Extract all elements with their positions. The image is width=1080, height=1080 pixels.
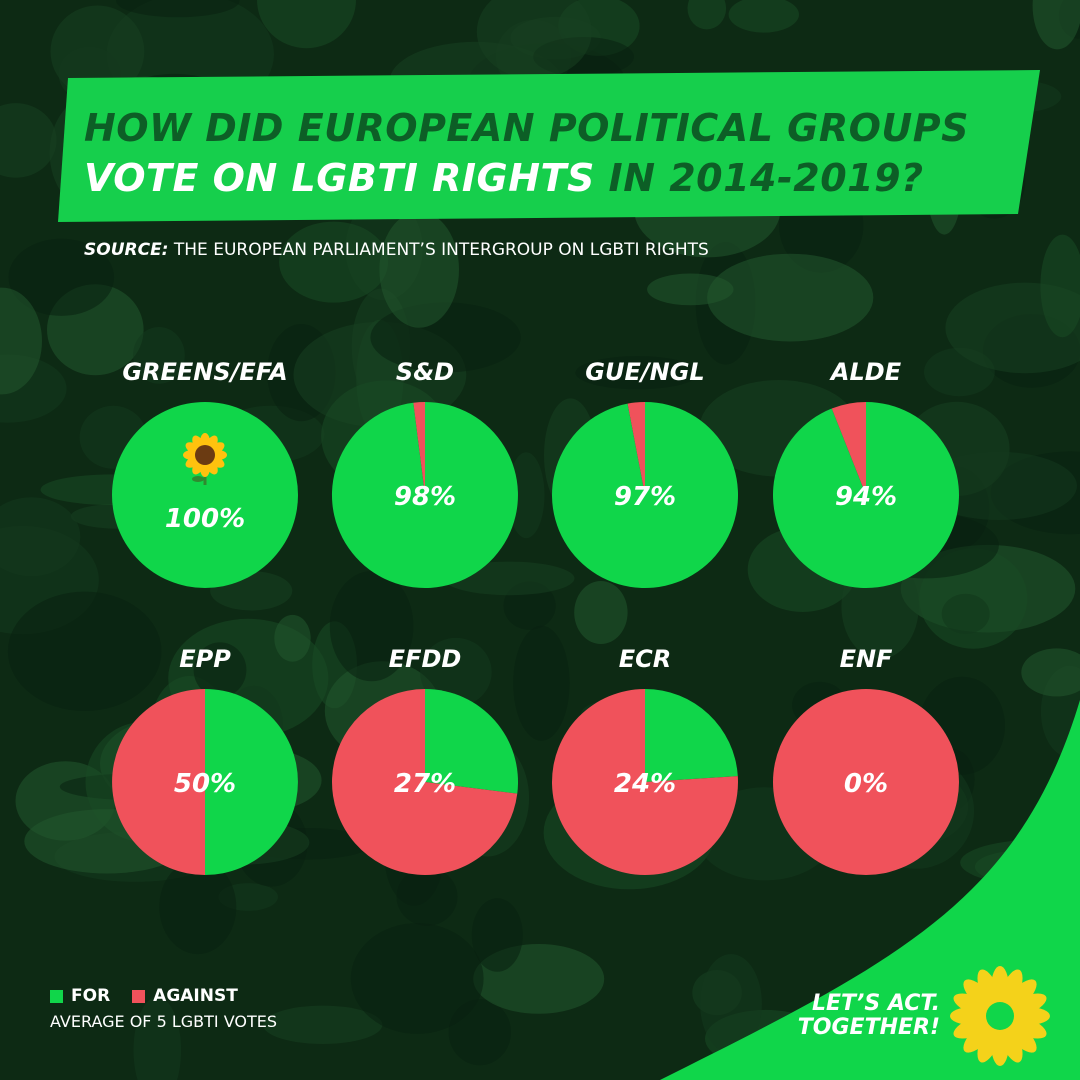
chart-title-line1: HOW DID EUROPEAN POLITICAL GROUPS bbox=[84, 106, 969, 150]
group-name-label: EPP bbox=[179, 645, 231, 673]
percent-label: 98% bbox=[394, 482, 456, 512]
pie-slice-for bbox=[331, 402, 518, 589]
pie-slice-for bbox=[425, 689, 519, 794]
sunflower-icon bbox=[183, 433, 227, 485]
pie-slice-against bbox=[332, 689, 518, 876]
pie-efdd: EFDD 27% bbox=[332, 645, 519, 876]
percent-label: 94% bbox=[835, 482, 897, 512]
legend-against-swatch bbox=[132, 989, 146, 1003]
pie-slice-against bbox=[831, 402, 866, 495]
group-name-label: ALDE bbox=[829, 358, 902, 386]
pie-slice-against bbox=[552, 689, 739, 876]
pie-epp: EPP 50% bbox=[112, 645, 298, 875]
percent-label: 100% bbox=[165, 504, 245, 534]
pie-slice-for bbox=[205, 689, 298, 875]
pie-slice-against bbox=[413, 401, 425, 495]
pie-gue-ngl: GUE/NGL 97% bbox=[552, 358, 739, 588]
pie-slice-for bbox=[112, 402, 298, 588]
legend-row: FOR AGAINST bbox=[50, 986, 277, 1006]
percent-label: 50% bbox=[174, 769, 236, 799]
legend-note: AVERAGE OF 5 LGBTI VOTES bbox=[50, 1012, 278, 1031]
chart-title-line2: VOTE ON LGBTI RIGHTS IN 2014-2019? bbox=[84, 156, 924, 200]
title-banner bbox=[58, 70, 1040, 222]
percent-label: 27% bbox=[394, 769, 456, 799]
group-name-label: GUE/NGL bbox=[585, 358, 704, 386]
pie-slice-for bbox=[645, 689, 738, 782]
source-label: SOURCE: bbox=[84, 240, 169, 260]
pie-slice-against bbox=[627, 402, 645, 495]
pie-slice-for bbox=[552, 402, 739, 588]
group-name-label: EFDD bbox=[389, 645, 462, 673]
legend: FOR AGAINST AVERAGE OF 5 LGBTI VOTES bbox=[50, 986, 277, 1031]
pie-slice-against bbox=[112, 689, 205, 875]
pie-ecr: ECR 24% bbox=[552, 645, 739, 876]
group-name-label: S&D bbox=[396, 358, 454, 386]
pie-slice-for bbox=[772, 402, 959, 588]
sunflower-logo-icon bbox=[950, 966, 1050, 1066]
group-name-label: ECR bbox=[619, 645, 672, 673]
source-text: THE EUROPEAN PARLIAMENT’S INTERGROUP ON … bbox=[168, 240, 709, 260]
slogan-line1: LET’S ACT. bbox=[811, 991, 940, 1016]
title-rest: IN 2014-2019? bbox=[594, 156, 924, 200]
pie-enf: ENF 0% bbox=[773, 645, 959, 875]
percent-label: 97% bbox=[614, 482, 676, 512]
slogan-line2: TOGETHER! bbox=[797, 1015, 940, 1040]
pie-greens-efa: GREENS/EFA 100% bbox=[112, 358, 298, 588]
legend-for-swatch bbox=[50, 989, 63, 1003]
pie-alde: ALDE 94% bbox=[772, 358, 959, 588]
title-highlight: VOTE ON LGBTI RIGHTS bbox=[84, 156, 595, 200]
pie-sandd: S&D 98% bbox=[331, 358, 518, 589]
percent-label: 24% bbox=[614, 769, 676, 799]
group-name-label: ENF bbox=[840, 645, 893, 673]
legend-for-label: FOR bbox=[71, 986, 111, 1006]
percent-label: 0% bbox=[844, 769, 888, 799]
pie-slice-against bbox=[773, 689, 959, 875]
group-name-label: GREENS/EFA bbox=[122, 358, 287, 386]
slogan: LET’S ACT. TOGETHER! bbox=[780, 992, 940, 1040]
legend-against-label: AGAINST bbox=[153, 986, 238, 1006]
source-line: SOURCE: THE EUROPEAN PARLIAMENT’S INTERG… bbox=[84, 240, 709, 260]
